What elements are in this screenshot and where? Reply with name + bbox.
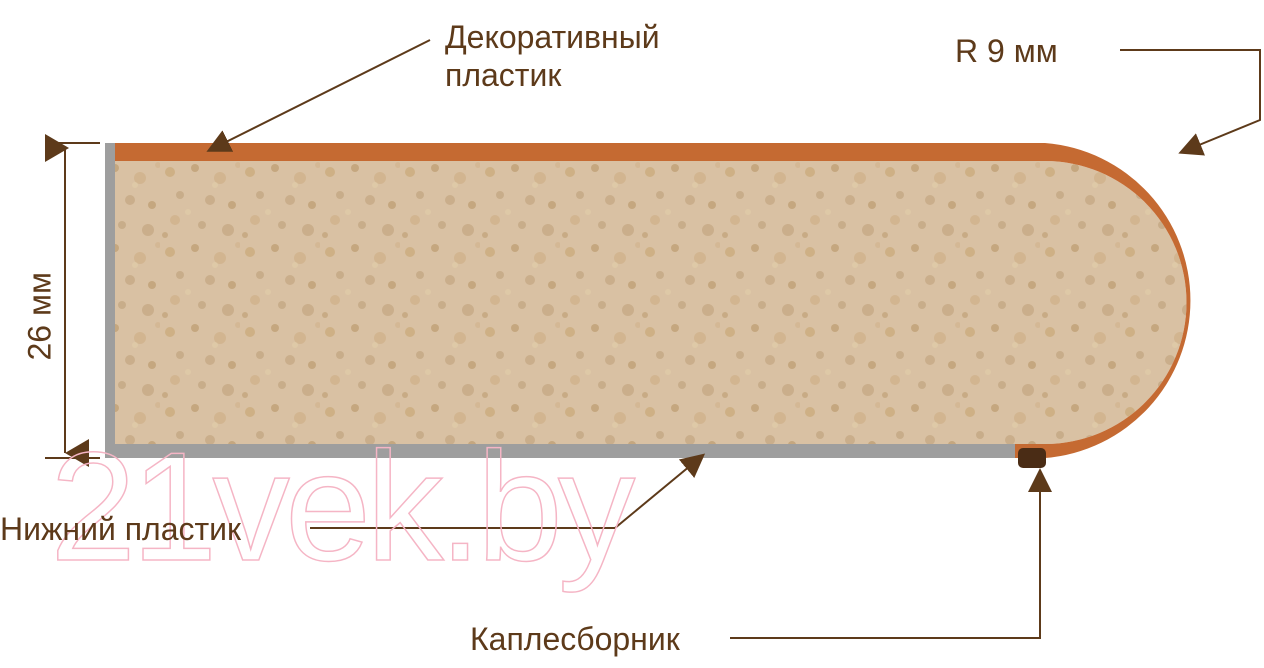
left-edge xyxy=(105,143,115,458)
diagram-svg: 21vek.by xyxy=(0,0,1264,663)
callout-drip-line xyxy=(730,472,1040,638)
label-decorative-line2: пластик xyxy=(445,56,660,94)
callout-decorative-line xyxy=(210,40,430,150)
label-decorative-plastic: Декоративный пластик xyxy=(445,18,660,95)
label-bottom-plastic: Нижний пластик xyxy=(0,510,241,548)
label-radius: R 9 мм xyxy=(955,32,1058,70)
countertop-core xyxy=(115,161,1186,444)
label-decorative-line1: Декоративный xyxy=(445,18,660,56)
diagram-container: 21vek.by Декоративный пластик R 9 мм 26 … xyxy=(0,0,1264,663)
callout-radius-line xyxy=(1120,50,1260,152)
label-thickness: 26 мм xyxy=(22,241,59,361)
watermark-text: 21vek.by xyxy=(50,420,636,593)
label-drip-collector: Каплесборник xyxy=(470,620,680,658)
drip-edge xyxy=(1018,448,1046,468)
